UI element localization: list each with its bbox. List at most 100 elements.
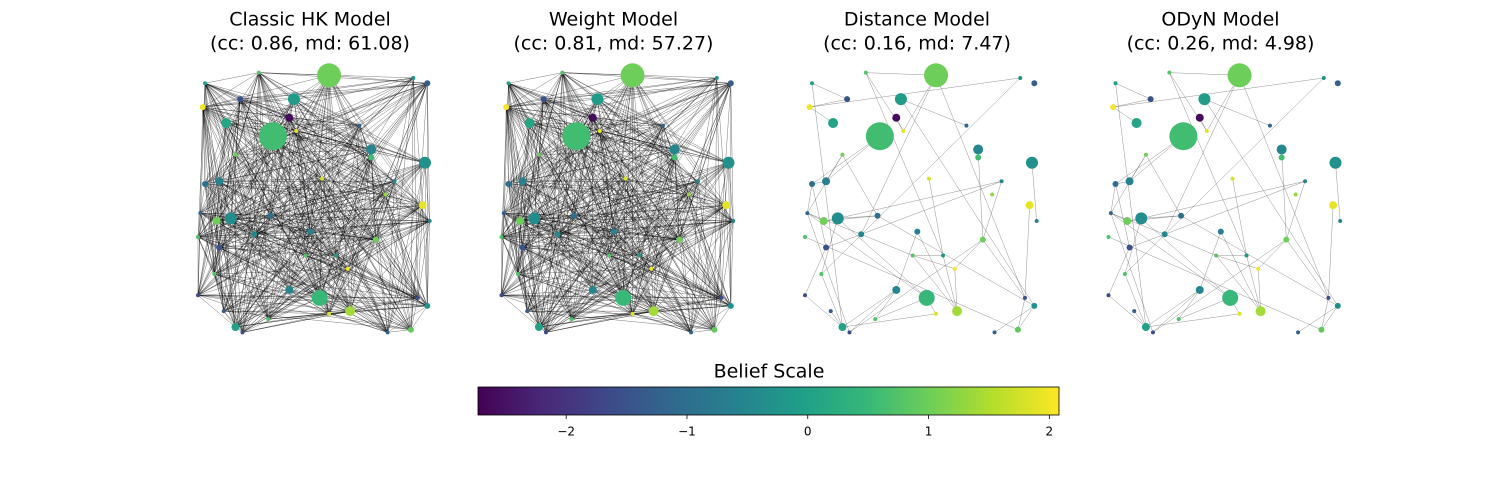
edge (599, 130, 692, 333)
edge (861, 234, 913, 256)
panel-title: Classic HK Model (229, 9, 391, 31)
edge (1115, 83, 1151, 100)
edge (538, 154, 614, 232)
edge (954, 239, 983, 269)
edge (1204, 99, 1338, 306)
edge (811, 83, 848, 100)
edge (501, 72, 563, 296)
node (1334, 80, 1341, 87)
node (992, 330, 997, 335)
edge (501, 220, 734, 238)
node (819, 217, 828, 226)
edge (599, 77, 717, 132)
edge (688, 194, 722, 298)
edge (506, 107, 535, 219)
edge (270, 215, 348, 269)
node-layer (196, 63, 1343, 335)
edge (235, 72, 260, 155)
edge (214, 273, 351, 312)
edge (214, 181, 220, 275)
edge (216, 204, 423, 222)
edge (837, 218, 927, 299)
edge (688, 194, 715, 330)
edge (328, 313, 388, 333)
edge (849, 239, 983, 333)
edge (1017, 305, 1035, 330)
edge (202, 106, 388, 333)
node (660, 123, 665, 128)
node (828, 309, 833, 314)
edge (214, 273, 243, 333)
node (392, 179, 397, 184)
node (233, 152, 238, 157)
edge (508, 83, 540, 328)
edge (571, 297, 624, 320)
edge (321, 178, 388, 333)
edge (501, 157, 675, 296)
edge (520, 204, 727, 222)
node (1283, 236, 1290, 243)
node (519, 244, 526, 251)
edge (538, 154, 575, 216)
edge (258, 72, 426, 163)
node (307, 228, 314, 235)
edge (517, 157, 675, 275)
edge (842, 289, 897, 328)
node (1113, 81, 1118, 86)
edge (534, 218, 610, 256)
edge (240, 77, 414, 100)
edge-layer (197, 72, 1341, 333)
edge (506, 107, 528, 312)
node (823, 244, 830, 251)
edge (517, 154, 540, 275)
edge (305, 157, 372, 256)
edge (613, 220, 734, 232)
edge (632, 181, 699, 314)
node (240, 330, 245, 335)
edge (613, 75, 633, 232)
edge (305, 255, 388, 333)
edge (599, 130, 731, 306)
edge (527, 204, 727, 312)
edge (289, 289, 428, 307)
edge (538, 99, 544, 155)
node (562, 122, 591, 151)
edge (242, 268, 348, 333)
edge (204, 72, 259, 185)
edge (632, 75, 722, 298)
edge (214, 154, 236, 275)
node (918, 289, 935, 306)
edge (527, 255, 610, 312)
edge (204, 83, 215, 275)
edge (216, 122, 227, 222)
edge (501, 194, 689, 238)
node (1022, 295, 1027, 300)
edge (328, 157, 372, 314)
node (649, 266, 654, 271)
edge (506, 98, 544, 108)
edge (592, 117, 633, 314)
edge (226, 77, 414, 124)
edge (1024, 205, 1030, 298)
edge (506, 72, 563, 108)
edge (289, 117, 386, 195)
node (1031, 80, 1038, 87)
edge (270, 130, 297, 216)
edge (935, 75, 1026, 298)
edge (214, 273, 236, 328)
edge (508, 83, 652, 269)
edge (254, 234, 388, 333)
node (1169, 122, 1198, 151)
node (560, 70, 565, 75)
node (1132, 309, 1137, 314)
edge (197, 289, 290, 296)
edge (197, 295, 411, 330)
edge (258, 72, 372, 150)
edge (508, 83, 528, 312)
edge (625, 178, 640, 256)
edge (508, 72, 563, 185)
edge (202, 107, 220, 182)
edge (385, 83, 428, 195)
node (914, 228, 921, 235)
edge (506, 107, 540, 155)
